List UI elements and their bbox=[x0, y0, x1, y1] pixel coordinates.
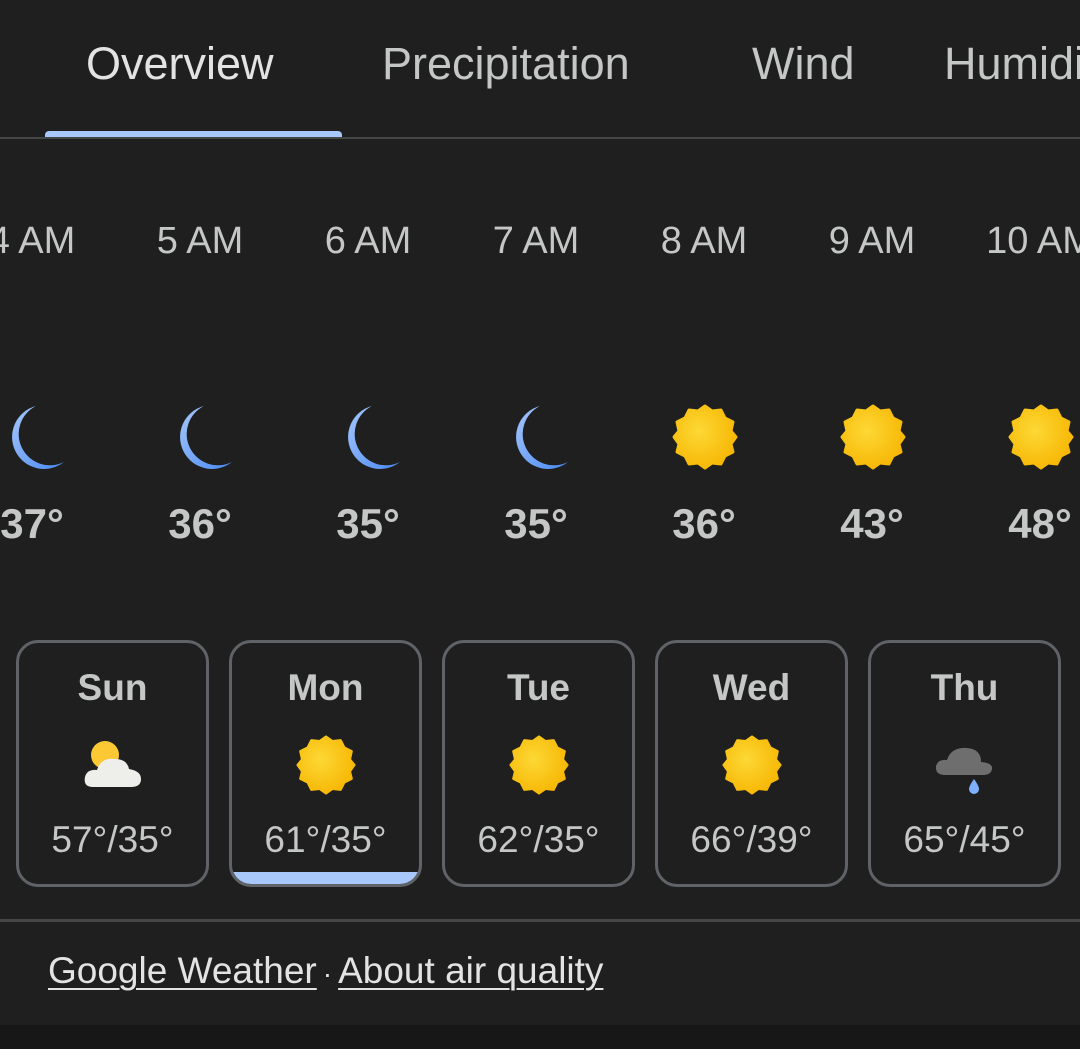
tab-divider bbox=[0, 137, 1080, 139]
hour-temp: 35° bbox=[504, 500, 568, 547]
moon-icon bbox=[0, 404, 66, 470]
day-temp-range: 65°/45° bbox=[903, 819, 1026, 860]
active-tab-indicator bbox=[45, 131, 342, 138]
google-weather-link[interactable]: Google Weather bbox=[48, 950, 317, 991]
day-name: Tue bbox=[506, 667, 571, 708]
tab-overview[interactable]: Overview bbox=[86, 38, 274, 89]
sun-icon bbox=[296, 735, 356, 795]
hour-time: 4 AM bbox=[0, 220, 76, 262]
rain-icon bbox=[935, 735, 995, 795]
moon-icon bbox=[168, 404, 234, 470]
day-temp-range: 62°/35° bbox=[477, 819, 600, 860]
moon-icon bbox=[504, 404, 570, 470]
day-card-thu[interactable]: Thu 65°/45° bbox=[868, 640, 1061, 887]
day-temp-range: 61°/35° bbox=[264, 819, 387, 860]
day-temp-range: 57°/35° bbox=[51, 819, 174, 860]
sun-icon bbox=[672, 404, 738, 470]
day-card-sun[interactable]: Sun 57°/35° bbox=[16, 640, 209, 887]
tab-humidity[interactable]: Humidity bbox=[944, 38, 1080, 89]
hour-temp: 36° bbox=[168, 500, 232, 547]
sun-icon bbox=[509, 735, 569, 795]
hour-temp: 37° bbox=[0, 500, 64, 547]
selected-indicator bbox=[232, 872, 419, 884]
about-air-quality-link[interactable]: About air quality bbox=[338, 950, 604, 991]
moon-icon bbox=[336, 404, 402, 470]
hour-temp: 43° bbox=[840, 500, 904, 547]
bottom-bar bbox=[0, 1025, 1080, 1049]
tab-wind[interactable]: Wind bbox=[752, 38, 855, 89]
hour-temp: 35° bbox=[336, 500, 400, 547]
hour-temp: 36° bbox=[672, 500, 736, 547]
hour-time: 10 AM bbox=[986, 220, 1080, 262]
day-name: Wed bbox=[712, 667, 791, 708]
day-card-tue[interactable]: Tue 62°/35° bbox=[442, 640, 635, 887]
sun-icon bbox=[840, 404, 906, 470]
divider bbox=[0, 919, 1080, 922]
tab-precipitation[interactable]: Precipitation bbox=[382, 38, 630, 89]
hour-time: 7 AM bbox=[492, 220, 580, 262]
separator: · bbox=[322, 958, 333, 989]
day-name: Sun bbox=[77, 667, 148, 708]
sun-icon bbox=[1008, 404, 1074, 470]
footer: Google Weather · About air quality bbox=[48, 950, 603, 992]
day-name: Mon bbox=[287, 667, 364, 708]
hour-temp: 48° bbox=[1008, 500, 1072, 547]
day-name: Thu bbox=[930, 667, 999, 708]
hour-time: 9 AM bbox=[828, 220, 916, 262]
day-card-mon[interactable]: Mon 61°/35° bbox=[229, 640, 422, 887]
partly-cloudy-icon bbox=[83, 735, 143, 795]
sun-icon bbox=[722, 735, 782, 795]
day-card-wed[interactable]: Wed 66°/39° bbox=[655, 640, 848, 887]
day-temp-range: 66°/39° bbox=[690, 819, 813, 860]
hour-time: 8 AM bbox=[660, 220, 748, 262]
hour-time: 5 AM bbox=[156, 220, 244, 262]
hour-time: 6 AM bbox=[324, 220, 412, 262]
